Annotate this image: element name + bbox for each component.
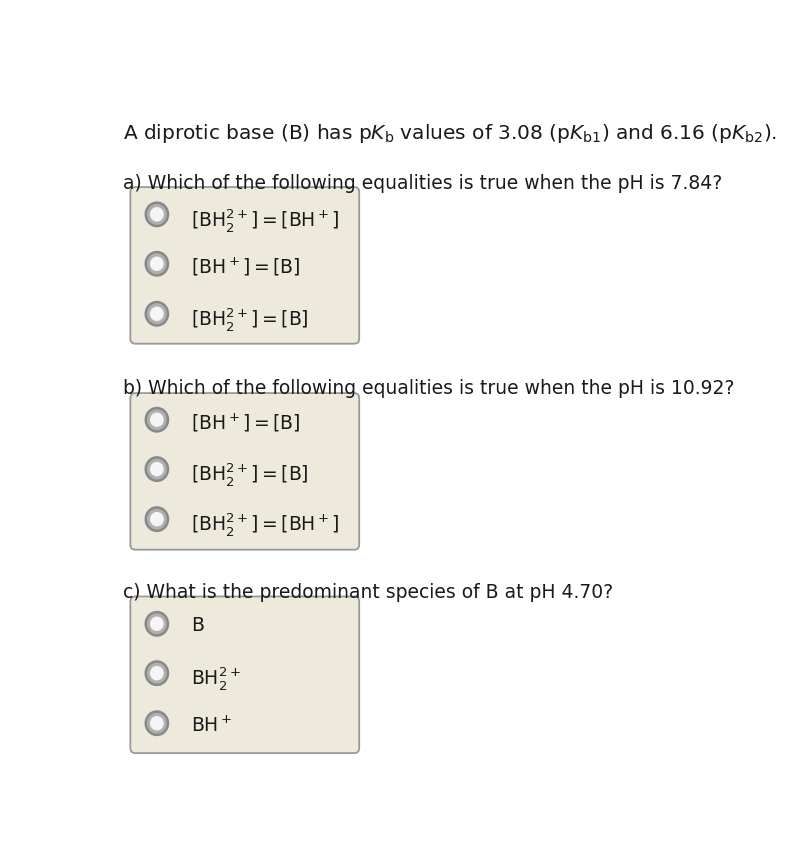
- Text: $[\mathrm{BH_2^{2+}}] = [\mathrm{B}]$: $[\mathrm{BH_2^{2+}}] = [\mathrm{B}]$: [191, 462, 309, 489]
- Text: $\mathrm{BH_2^{2+}}$: $\mathrm{BH_2^{2+}}$: [191, 665, 240, 692]
- Circle shape: [146, 302, 168, 326]
- Text: A diprotic base (B) has p$K_\mathrm{b}$ values of 3.08 (p$K_\mathrm{b1}$) and 6.: A diprotic base (B) has p$K_\mathrm{b}$ …: [123, 122, 777, 145]
- Circle shape: [150, 666, 164, 680]
- Circle shape: [150, 716, 164, 730]
- Circle shape: [150, 207, 164, 222]
- Text: $\mathrm{BH^+}$: $\mathrm{BH^+}$: [191, 716, 232, 735]
- FancyBboxPatch shape: [131, 187, 359, 344]
- Circle shape: [150, 512, 164, 527]
- Circle shape: [146, 408, 168, 431]
- Circle shape: [146, 711, 168, 735]
- FancyBboxPatch shape: [131, 393, 359, 549]
- FancyBboxPatch shape: [131, 597, 359, 753]
- Text: $[\mathrm{BH_2^{2+}}] = [\mathrm{BH^+}]$: $[\mathrm{BH_2^{2+}}] = [\mathrm{BH^+}]$: [191, 511, 340, 538]
- Text: $[\mathrm{BH^+}] = [\mathrm{B}]$: $[\mathrm{BH^+}] = [\mathrm{B}]$: [191, 256, 300, 278]
- Circle shape: [150, 306, 164, 321]
- Text: a) Which of the following equalities is true when the pH is 7.84?: a) Which of the following equalities is …: [123, 174, 722, 193]
- Text: $[\mathrm{BH_2^{2+}}] = [\mathrm{BH^+}]$: $[\mathrm{BH_2^{2+}}] = [\mathrm{BH^+}]$: [191, 207, 340, 234]
- Circle shape: [150, 413, 164, 427]
- Circle shape: [150, 462, 164, 476]
- Circle shape: [150, 616, 164, 631]
- Text: $[\mathrm{BH_2^{2+}}] = [\mathrm{B}]$: $[\mathrm{BH_2^{2+}}] = [\mathrm{B}]$: [191, 306, 309, 333]
- Text: b) Which of the following equalities is true when the pH is 10.92?: b) Which of the following equalities is …: [123, 380, 735, 398]
- Circle shape: [146, 662, 168, 684]
- Text: B: B: [191, 616, 204, 635]
- Circle shape: [146, 457, 168, 481]
- Text: c) What is the predominant species of B at pH 4.70?: c) What is the predominant species of B …: [123, 583, 613, 603]
- Text: $[\mathrm{BH^+}] = [\mathrm{B}]$: $[\mathrm{BH^+}] = [\mathrm{B}]$: [191, 412, 300, 434]
- Circle shape: [146, 507, 168, 531]
- Circle shape: [150, 257, 164, 271]
- Circle shape: [146, 612, 168, 636]
- Circle shape: [146, 203, 168, 226]
- Circle shape: [146, 252, 168, 275]
